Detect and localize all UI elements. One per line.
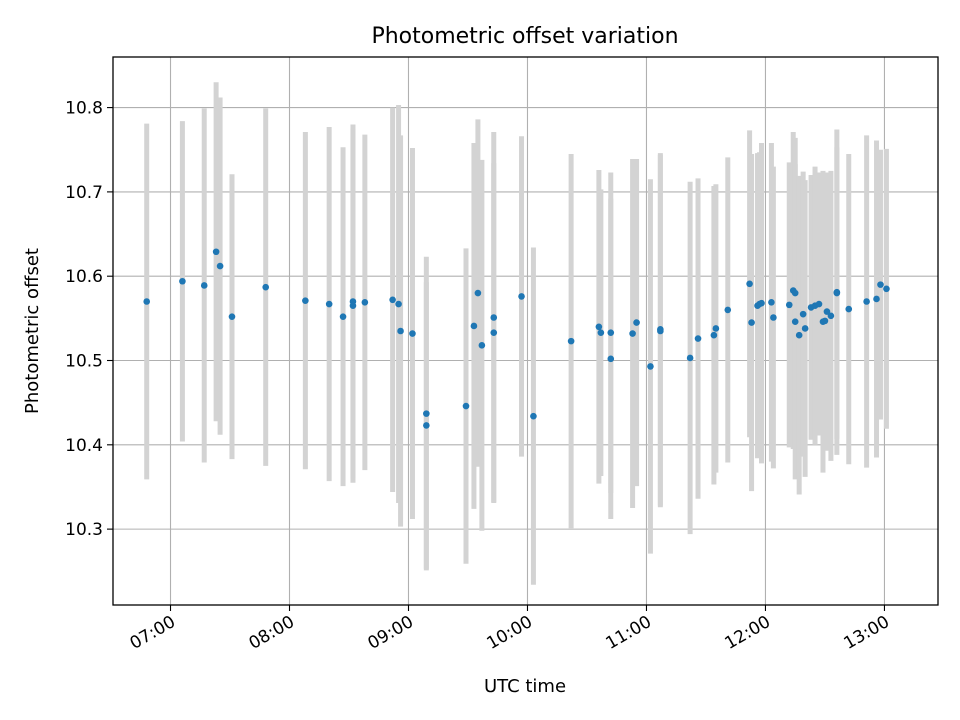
data-point — [339, 313, 347, 320]
data-point — [785, 301, 793, 309]
data-point — [143, 298, 151, 305]
data-point — [262, 283, 270, 291]
data-point — [607, 355, 615, 363]
data-point — [395, 300, 402, 308]
data-point — [710, 331, 718, 339]
y-tick-label: 10.6 — [65, 267, 103, 287]
data-point — [833, 289, 841, 297]
data-point — [423, 410, 430, 417]
data-point — [470, 322, 478, 330]
data-point — [200, 282, 208, 289]
data-point — [647, 363, 654, 370]
data-point — [490, 314, 498, 321]
data-point — [845, 305, 853, 313]
data-point — [758, 299, 765, 307]
data-point — [694, 335, 702, 342]
data-point — [389, 296, 396, 304]
data-point — [349, 302, 357, 310]
data-point — [462, 402, 470, 410]
point-layer — [143, 248, 890, 429]
data-point — [518, 293, 525, 300]
data-point — [799, 310, 807, 318]
data-point — [325, 300, 333, 308]
data-point — [478, 342, 486, 349]
data-point — [361, 299, 369, 306]
y-tick-label: 10.4 — [65, 436, 103, 456]
data-point — [883, 285, 890, 293]
data-point — [216, 262, 224, 270]
y-tick-label: 10.3 — [65, 520, 103, 540]
data-point — [724, 306, 732, 314]
data-point — [633, 319, 640, 326]
data-point — [801, 325, 809, 332]
plot-frame — [112, 56, 939, 606]
data-point — [595, 323, 603, 331]
data-point — [748, 319, 755, 326]
data-point — [877, 281, 884, 288]
data-point — [490, 329, 498, 336]
data-point — [179, 277, 186, 285]
data-point — [597, 329, 605, 336]
data-point — [567, 337, 575, 345]
chart-title: Photometric offset variation — [371, 24, 678, 49]
data-point — [815, 300, 823, 308]
data-point — [746, 280, 753, 288]
data-point — [823, 308, 831, 315]
y-tick-label: 10.8 — [65, 99, 103, 119]
data-point — [770, 314, 777, 321]
data-point — [409, 330, 416, 337]
data-point — [827, 312, 835, 320]
data-point — [791, 318, 799, 326]
x-axis-label: UTC time — [484, 676, 566, 697]
data-point — [423, 422, 430, 429]
data-point — [474, 289, 482, 297]
data-point — [530, 412, 537, 420]
data-point — [302, 297, 309, 304]
y-axis-ticks: 10.3 10.4 10.5 10.6 10.7 10.8 — [65, 99, 113, 540]
data-point — [657, 327, 664, 335]
data-point — [607, 329, 615, 336]
data-point — [712, 325, 720, 332]
data-point — [768, 299, 775, 306]
data-point — [228, 313, 236, 320]
data-point — [795, 331, 803, 339]
data-point — [873, 295, 880, 303]
data-point — [212, 248, 220, 256]
data-point — [863, 298, 870, 305]
data-point — [821, 317, 829, 325]
data-point — [791, 289, 799, 297]
data-point — [397, 327, 404, 335]
data-point — [629, 330, 636, 337]
y-tick-label: 10.5 — [65, 352, 103, 372]
y-axis-label: Photometric offset — [22, 248, 43, 414]
data-point — [686, 354, 694, 362]
y-tick-label: 10.7 — [65, 183, 103, 203]
